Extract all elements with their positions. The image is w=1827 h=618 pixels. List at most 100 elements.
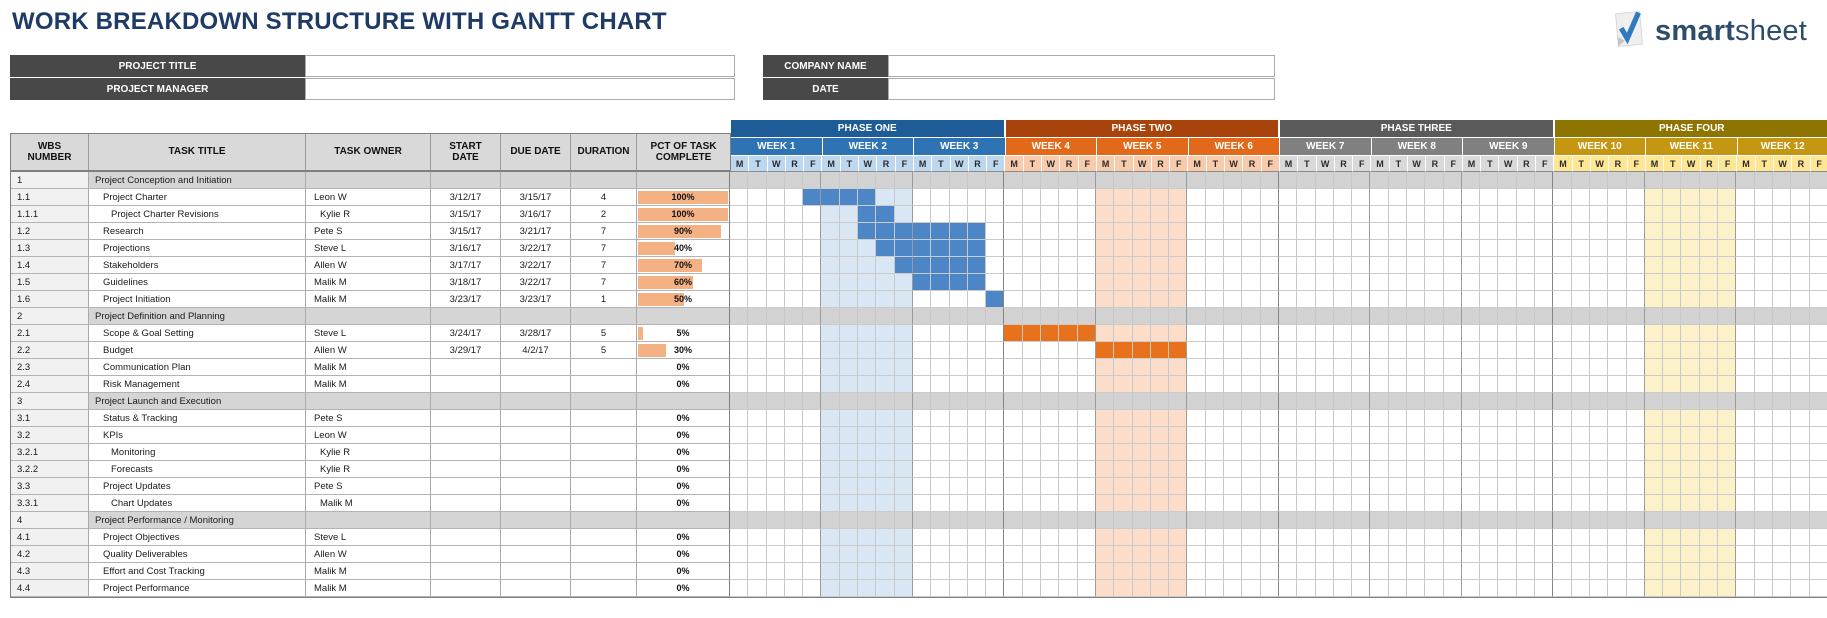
gantt-cell[interactable] (1095, 529, 1115, 546)
gantt-cell[interactable] (1187, 308, 1206, 325)
due-date-cell[interactable] (501, 359, 571, 376)
due-date-cell[interactable] (501, 172, 571, 189)
gantt-cell[interactable] (858, 291, 877, 308)
gantt-cell[interactable] (1791, 189, 1810, 206)
gantt-cell[interactable] (1022, 342, 1042, 359)
gantt-cell[interactable] (1004, 461, 1023, 478)
gantt-cell[interactable] (748, 291, 767, 308)
gantt-cell[interactable] (1150, 206, 1170, 223)
gantt-cell[interactable] (1370, 342, 1389, 359)
gantt-cell[interactable] (1041, 223, 1060, 240)
gantt-cell[interactable] (1352, 172, 1371, 189)
gantt-cell[interactable] (1535, 206, 1554, 223)
gantt-cell[interactable] (1498, 546, 1517, 563)
gantt-cell[interactable] (1425, 257, 1444, 274)
gantt-cell[interactable] (748, 223, 767, 240)
gantt-cell[interactable] (1425, 325, 1444, 342)
gantt-cell[interactable] (1004, 342, 1023, 359)
gantt-cell[interactable] (1608, 512, 1627, 529)
gantt-cell[interactable] (766, 580, 785, 597)
gantt-cell[interactable] (839, 206, 859, 223)
gantt-cell[interactable] (803, 495, 822, 512)
gantt-cell[interactable] (766, 512, 785, 529)
gantt-cell[interactable] (1644, 291, 1664, 308)
gantt-cell[interactable] (748, 189, 767, 206)
gantt-cell[interactable] (1242, 342, 1261, 359)
gantt-cell[interactable] (1461, 529, 1481, 546)
gantt-cell[interactable] (1443, 478, 1462, 495)
gantt-cell[interactable] (1553, 189, 1572, 206)
gantt-cell[interactable] (1059, 257, 1078, 274)
gantt-cell[interactable] (858, 563, 877, 580)
gantt-cell[interactable] (1169, 291, 1188, 308)
gantt-cell[interactable] (1278, 563, 1298, 580)
gantt-cell[interactable] (839, 580, 859, 597)
gantt-cell[interactable] (1736, 393, 1755, 410)
gantt-cell[interactable] (821, 274, 840, 291)
gantt-cell[interactable] (1388, 206, 1407, 223)
wbs-cell[interactable]: 1 (11, 172, 89, 189)
gantt-cell[interactable] (730, 308, 749, 325)
gantt-cell[interactable] (949, 189, 968, 206)
gantt-cell[interactable] (1663, 189, 1682, 206)
gantt-cell[interactable] (1187, 461, 1206, 478)
gantt-cell[interactable] (1480, 189, 1499, 206)
gantt-cell[interactable] (1260, 291, 1279, 308)
gantt-cell[interactable] (821, 257, 840, 274)
gantt-cell[interactable] (1516, 563, 1536, 580)
gantt-cell[interactable] (1205, 546, 1225, 563)
gantt-cell[interactable] (986, 546, 1005, 563)
gantt-cell[interactable] (1608, 580, 1627, 597)
gantt-cell[interactable] (1297, 393, 1316, 410)
gantt-cell[interactable] (1772, 529, 1792, 546)
gantt-cell[interactable] (1754, 444, 1773, 461)
gantt-cell[interactable] (1333, 478, 1353, 495)
gantt-cell[interactable] (1333, 206, 1353, 223)
gantt-cell[interactable] (1498, 308, 1517, 325)
gantt-cell[interactable] (1772, 359, 1792, 376)
gantt-cell[interactable] (1772, 223, 1792, 240)
gantt-cell[interactable] (1315, 376, 1334, 393)
gantt-cell[interactable] (748, 444, 767, 461)
gantt-cell[interactable] (1114, 478, 1133, 495)
gantt-cell[interactable] (784, 274, 804, 291)
gantt-cell[interactable] (1077, 206, 1096, 223)
gantt-cell[interactable] (1132, 189, 1151, 206)
gantt-cell[interactable] (1352, 580, 1371, 597)
gantt-cell[interactable] (748, 274, 767, 291)
gantt-cell[interactable] (821, 240, 840, 257)
gantt-cell[interactable] (803, 546, 822, 563)
gantt-cell[interactable] (1553, 325, 1572, 342)
gantt-cell[interactable] (1553, 376, 1572, 393)
gantt-cell[interactable] (1516, 461, 1536, 478)
gantt-cell[interactable] (1132, 393, 1151, 410)
gantt-cell[interactable] (1224, 444, 1243, 461)
due-date-cell[interactable] (501, 546, 571, 563)
gantt-cell[interactable] (1169, 563, 1188, 580)
gantt-cell[interactable] (1736, 444, 1755, 461)
gantt-cell[interactable] (730, 274, 749, 291)
gantt-cell[interactable] (1059, 359, 1078, 376)
gantt-cell[interactable] (1278, 512, 1298, 529)
task-owner-cell[interactable]: Allen W (306, 342, 431, 359)
gantt-cell[interactable] (967, 359, 987, 376)
wbs-cell[interactable]: 1.4 (11, 257, 89, 274)
start-date-cell[interactable] (431, 512, 501, 529)
gantt-cell[interactable] (1224, 342, 1243, 359)
gantt-cell[interactable] (1736, 478, 1755, 495)
gantt-cell[interactable] (1736, 189, 1755, 206)
gantt-cell[interactable] (1333, 359, 1353, 376)
gantt-cell[interactable] (1699, 274, 1719, 291)
gantt-cell[interactable] (1059, 172, 1078, 189)
gantt-cell[interactable] (1718, 478, 1737, 495)
gantt-cell[interactable] (1571, 512, 1590, 529)
gantt-cell[interactable] (1352, 359, 1371, 376)
gantt-cell[interactable] (1498, 393, 1517, 410)
gantt-cell[interactable] (949, 223, 968, 240)
gantt-cell[interactable] (803, 478, 822, 495)
gantt-cell[interactable] (1553, 444, 1572, 461)
gantt-cell[interactable] (1461, 291, 1481, 308)
gantt-cell[interactable] (1333, 342, 1353, 359)
gantt-cell[interactable] (1169, 478, 1188, 495)
start-date-cell[interactable]: 3/24/17 (431, 325, 501, 342)
